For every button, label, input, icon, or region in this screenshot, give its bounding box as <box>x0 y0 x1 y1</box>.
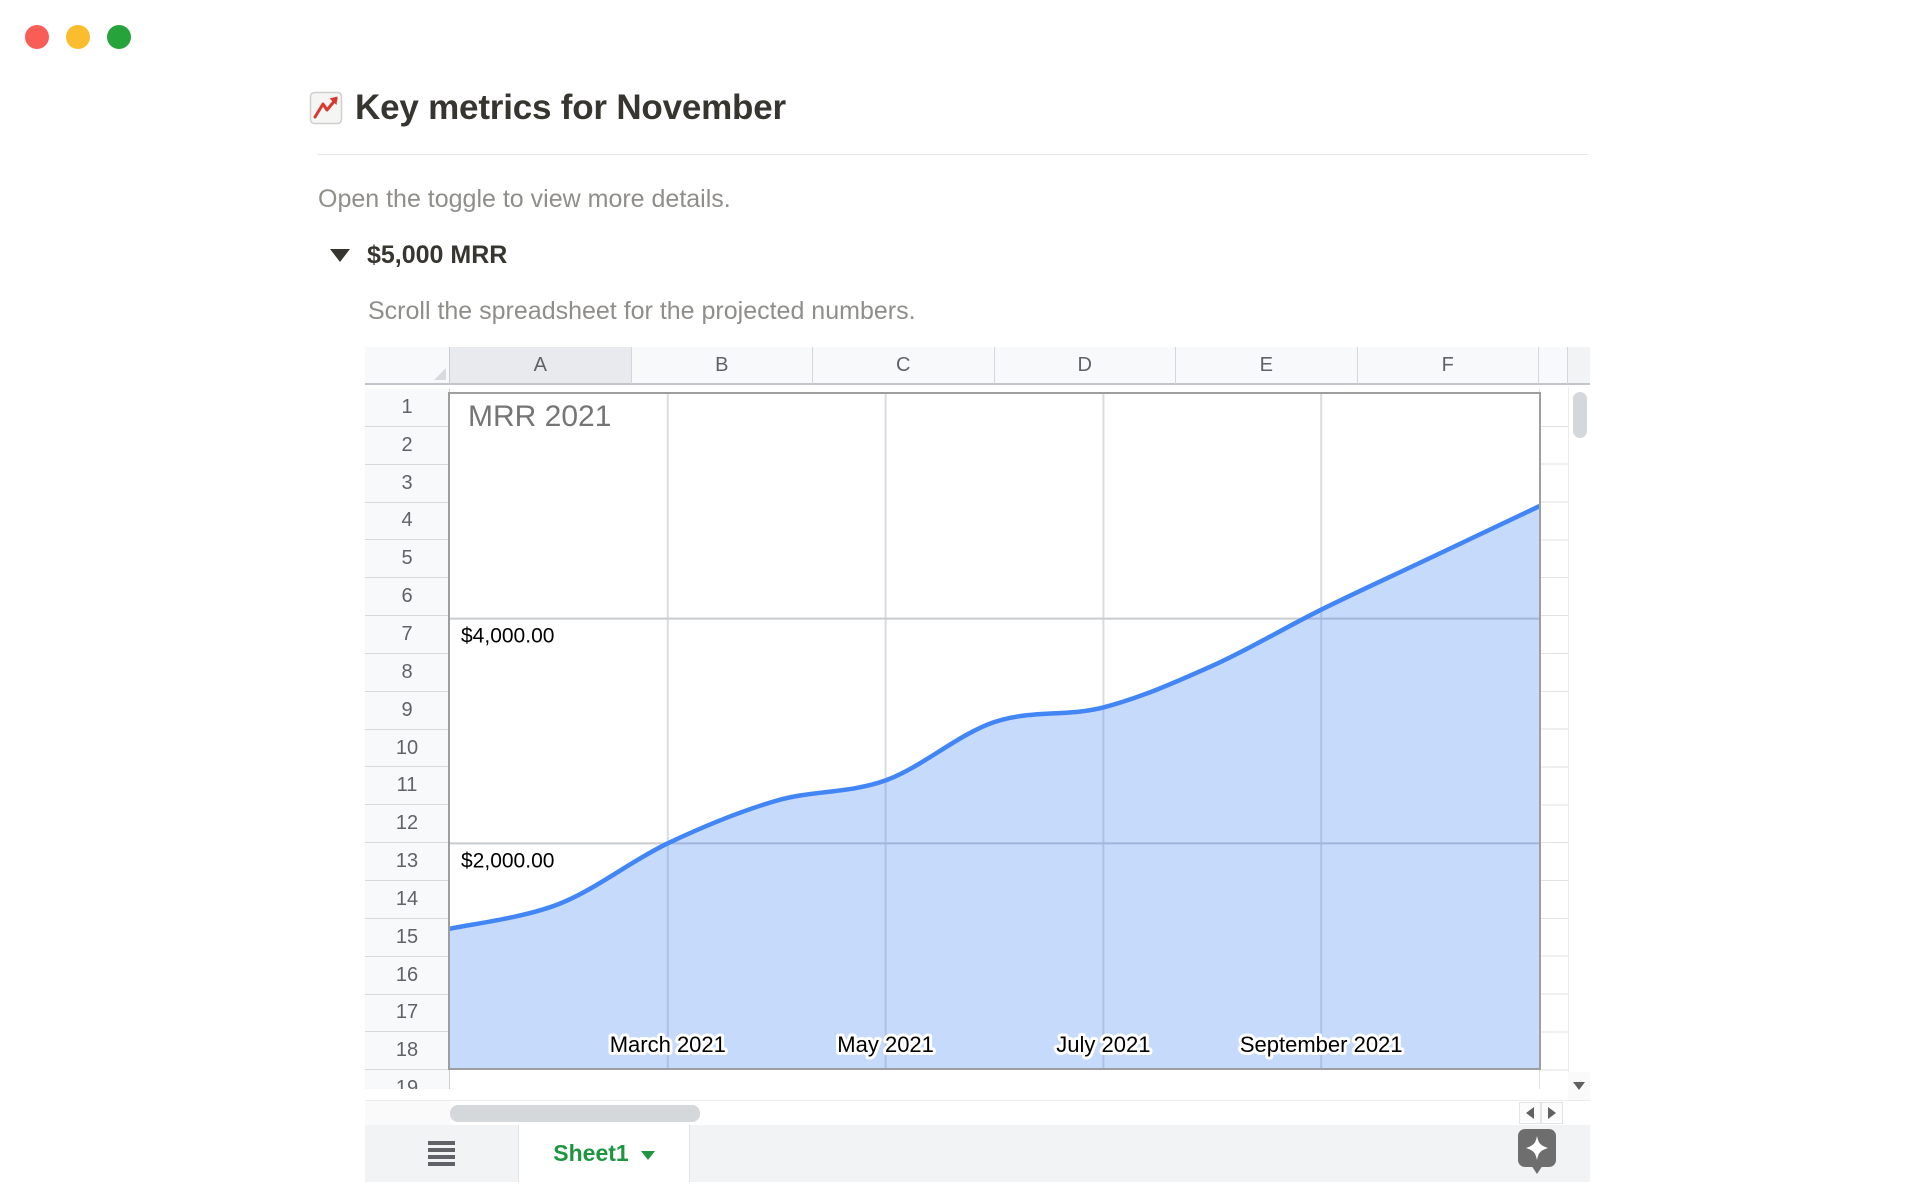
row-header-5[interactable]: 5 <box>365 540 450 578</box>
scroll-left-button[interactable] <box>1519 1102 1541 1124</box>
chart-increasing-emoji-icon <box>309 91 343 125</box>
svg-text:$2,000.00: $2,000.00 <box>461 849 554 872</box>
row-header-13[interactable]: 13 <box>365 843 450 881</box>
partial-column-g[interactable] <box>1539 389 1569 1089</box>
area-chart: March 2021 May 2021 July 2021 September 202… <box>450 394 1539 1068</box>
row-header-8[interactable]: 8 <box>365 654 450 692</box>
close-window-button[interactable] <box>25 25 49 49</box>
row-header-18[interactable]: 18 <box>365 1032 450 1070</box>
row-header-7[interactable]: 7 <box>365 616 450 654</box>
zoom-window-button[interactable] <box>107 25 131 49</box>
horizontal-scrollbar[interactable] <box>365 1100 1590 1125</box>
row-header-2[interactable]: 2 <box>365 427 450 465</box>
page-title: Key metrics for November <box>355 88 786 128</box>
arrow-right-icon <box>1548 1107 1556 1119</box>
column-header-a[interactable]: A <box>450 347 632 385</box>
toggle-label: $5,000 MRR <box>367 241 507 270</box>
sheet-tab[interactable]: Sheet1 <box>518 1125 690 1182</box>
svg-text:March 2021: March 2021 <box>610 1032 726 1057</box>
sheet-toolbar: Sheet1 <box>365 1125 1590 1182</box>
row-header-19[interactable]: 19 <box>365 1070 450 1089</box>
google-sheets-embed: ABCDEF 12345678910111213141516171819 MRR… <box>365 347 1590 1182</box>
row-header-10[interactable]: 10 <box>365 730 450 768</box>
column-header-b[interactable]: B <box>632 347 814 385</box>
svg-text:July 2021: July 2021 <box>1056 1032 1150 1057</box>
row-header-11[interactable]: 11 <box>365 767 450 805</box>
column-header-d[interactable]: D <box>995 347 1177 385</box>
row-header-9[interactable]: 9 <box>365 692 450 730</box>
mrr-toggle[interactable]: $5,000 MRR <box>330 241 507 270</box>
chart-title: MRR 2021 <box>468 400 611 434</box>
scroll-right-button[interactable] <box>1541 1102 1563 1124</box>
window-controls <box>25 25 131 49</box>
sparkle-badge-icon[interactable] <box>1518 1129 1556 1176</box>
vscroll-cap <box>1568 347 1590 385</box>
row-headers: 12345678910111213141516171819 <box>365 389 450 1089</box>
svg-text:$4,000.00: $4,000.00 <box>461 625 554 648</box>
scroll-down-button[interactable] <box>1568 1072 1590 1100</box>
row-header-14[interactable]: 14 <box>365 881 450 919</box>
row-header-16[interactable]: 16 <box>365 957 450 995</box>
page-title-row: Key metrics for November <box>309 88 786 128</box>
horizontal-scrollbar-thumb[interactable] <box>450 1105 700 1122</box>
sheet-tab-dropdown-icon[interactable] <box>641 1151 655 1160</box>
toggle-caret-icon[interactable] <box>330 249 350 262</box>
row-header-4[interactable]: 4 <box>365 503 450 541</box>
column-header-partial[interactable] <box>1539 347 1568 385</box>
sheet-tab-label: Sheet1 <box>553 1140 628 1167</box>
minimize-window-button[interactable] <box>66 25 90 49</box>
svg-text:May 2021: May 2021 <box>837 1032 934 1057</box>
column-header-f[interactable]: F <box>1358 347 1540 385</box>
vertical-scrollbar[interactable] <box>1568 387 1590 1072</box>
title-divider <box>318 154 1588 155</box>
all-sheets-menu-button[interactable] <box>428 1141 455 1166</box>
arrow-down-icon <box>1573 1082 1585 1090</box>
row-header-15[interactable]: 15 <box>365 919 450 957</box>
row-header-3[interactable]: 3 <box>365 465 450 503</box>
intro-text: Open the toggle to view more details. <box>318 185 731 214</box>
vertical-scrollbar-thumb[interactable] <box>1573 392 1587 438</box>
row-header-1[interactable]: 1 <box>365 389 450 427</box>
column-header-e[interactable]: E <box>1176 347 1358 385</box>
mrr-chart[interactable]: MRR 2021 March 2021 May 2021 July 2021 Sept… <box>448 392 1541 1070</box>
toggle-hint-text: Scroll the spreadsheet for the projected… <box>368 297 916 326</box>
row-header-6[interactable]: 6 <box>365 578 450 616</box>
row-header-12[interactable]: 12 <box>365 805 450 843</box>
hscroll-cap <box>365 1101 450 1126</box>
column-header-c[interactable]: C <box>813 347 995 385</box>
svg-text:September 2021: September 2021 <box>1240 1032 1403 1057</box>
notion-window: Key metrics for November Open the toggle… <box>0 0 1920 1200</box>
row-header-17[interactable]: 17 <box>365 995 450 1033</box>
arrow-left-icon <box>1526 1107 1534 1119</box>
select-all-corner[interactable] <box>365 347 450 385</box>
